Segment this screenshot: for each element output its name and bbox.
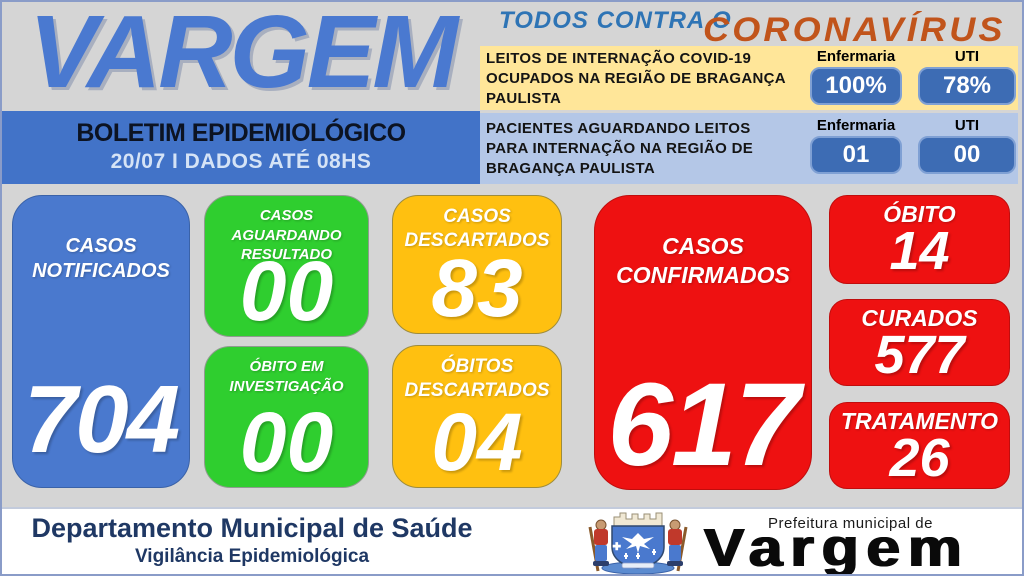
- patients-waiting-enfermaria: Enfermaria 01: [810, 117, 902, 174]
- patients-waiting-uti: UTI 00: [918, 117, 1016, 174]
- page-title: VARGEM: [28, 0, 458, 109]
- stat-card-casos-confirmados: CASOS CONFIRMADOS 617: [594, 195, 812, 490]
- stat-value: 14: [889, 221, 950, 282]
- uti-label: UTI: [954, 117, 980, 134]
- footer: Departamento Municipal de Saúde Vigilânc…: [2, 507, 1022, 576]
- beds-occupied-panel: LEITOS DE INTERNAÇÃO COVID-19 OCUPADOS N…: [480, 46, 1018, 110]
- uti-value-badge: 78%: [918, 67, 1016, 105]
- division-name: Vigilância Epidemiológica: [134, 546, 370, 567]
- slogan-part2: CORONAVÍRUS: [703, 11, 1006, 49]
- stat-value: 617: [607, 359, 801, 491]
- beds-occupied-enfermaria: Enfermaria 100%: [810, 48, 902, 105]
- stat-value: 577: [874, 325, 965, 386]
- stat-label: ÓBITOS DESCARTADOS: [404, 356, 550, 401]
- stat-label: CASOS CONFIRMADOS: [616, 233, 790, 288]
- stat-label: CURADOS: [861, 305, 978, 331]
- prefeitura-city-wordmark: Vargem: [704, 518, 970, 576]
- stat-label: CASOS NOTIFICADOS: [32, 235, 170, 282]
- stat-card-casos-descartados: CASOS DESCARTADOS 83: [392, 195, 562, 334]
- stat-value: 00: [239, 395, 334, 489]
- patients-waiting-panel: PACIENTES AGUARDANDO LEITOS PARA INTERNA…: [480, 113, 1018, 184]
- stat-card-curados: CURADOS 577: [829, 299, 1010, 386]
- stat-value: 704: [23, 366, 180, 473]
- stat-value: 26: [889, 428, 950, 489]
- coat-of-arms-icon: [588, 512, 688, 574]
- enfermaria-value-badge: 100%: [810, 67, 902, 105]
- stat-value: 83: [431, 243, 523, 334]
- prefeitura-caption: Prefeitura municipal de: [768, 515, 933, 532]
- bulletin-banner: BOLETIM EPIDEMIOLÓGICO 20/07 I DADOS ATÉ…: [2, 111, 480, 184]
- stat-card-casos-aguardando-resultado: CASOS AGUARDANDO RESULTADO 00: [204, 195, 369, 337]
- stat-card-obitos-descartados: ÓBITOS DESCARTADOS 04: [392, 345, 562, 488]
- stat-card-tratamento: TRATAMENTO 26: [829, 402, 1010, 489]
- stat-value: 04: [431, 397, 523, 488]
- stat-card-obito-em-investigacao: ÓBITO EM INVESTIGAÇÃO 00: [204, 346, 369, 488]
- enfermaria-value-badge: 01: [810, 136, 902, 174]
- slogan-part1: TODOS CONTRA O: [499, 7, 732, 34]
- uti-value-badge: 00: [918, 136, 1016, 174]
- enfermaria-label: Enfermaria: [816, 48, 896, 65]
- stat-label: ÓBITO EM INVESTIGAÇÃO: [229, 358, 344, 395]
- enfermaria-label: Enfermaria: [816, 117, 896, 134]
- beds-occupied-text: LEITOS DE INTERNAÇÃO COVID-19 OCUPADOS N…: [486, 50, 786, 107]
- beds-occupied-uti: UTI 78%: [918, 48, 1016, 105]
- stat-label: TRATAMENTO: [840, 408, 999, 434]
- stat-value: 00: [239, 244, 334, 338]
- patients-waiting-text: PACIENTES AGUARDANDO LEITOS PARA INTERNA…: [486, 120, 754, 177]
- stat-label: CASOS DESCARTADOS: [404, 206, 550, 251]
- uti-label: UTI: [954, 48, 980, 65]
- stat-label: CASOS AGUARDANDO RESULTADO: [231, 207, 342, 263]
- stat-card-casos-notificados: CASOS NOTIFICADOS 704: [12, 195, 190, 488]
- stat-label: ÓBITO: [883, 201, 956, 227]
- bulletin-date: 20/07 I DADOS ATÉ 08HS: [110, 150, 372, 173]
- stat-card-obito: ÓBITO 14: [829, 195, 1010, 284]
- footer-department: Departamento Municipal de Saúde Vigilânc…: [20, 513, 484, 568]
- department-name: Departamento Municipal de Saúde: [31, 513, 473, 543]
- bulletin-title: BOLETIM EPIDEMIOLÓGICO: [76, 119, 406, 147]
